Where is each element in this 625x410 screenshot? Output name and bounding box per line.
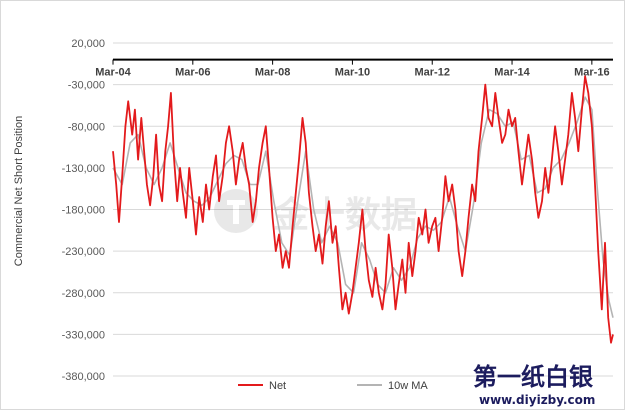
legend-ma-label: 10w MA	[388, 380, 428, 392]
corner-watermark: 第一纸白银 www.diyizby.com	[473, 363, 595, 407]
x-axis: Mar-04 Mar-06 Mar-08 Mar-10 Mar-12 Mar-14 Mar-…	[95, 58, 613, 79]
x-tick-label: Mar-12	[414, 67, 449, 79]
watermark-logo-bar	[227, 200, 245, 205]
series-net-line	[112, 75, 614, 344]
watermark-logo-stem	[233, 200, 239, 224]
x-tick-label: Mar-06	[175, 67, 210, 79]
y-tick-label: -330,000	[62, 329, 105, 341]
y-axis-ticks: 20,000 -30,000 -80,000 -130,000 -180,000 -230…	[62, 38, 105, 383]
y-tick-label: -280,000	[62, 288, 105, 300]
x-tick-label: Mar-08	[255, 67, 290, 79]
y-tick-label: -30,000	[68, 80, 105, 92]
legend: Net 10w MA	[238, 380, 428, 392]
y-tick-label: 20,000	[71, 38, 105, 50]
x-tick-label: Mar-16	[574, 67, 609, 79]
y-tick-label: -380,000	[62, 371, 105, 383]
y-axis-label: Commercial Net Short Position	[13, 116, 25, 266]
corner-watermark-url: www.diyizby.com	[479, 393, 595, 407]
x-tick-label: Mar-04	[95, 67, 131, 79]
y-tick-label: -180,000	[62, 205, 105, 217]
x-tick-label: Mar-10	[335, 67, 370, 79]
y-tick-label: -130,000	[62, 163, 105, 175]
legend-net-label: Net	[269, 380, 286, 392]
y-tick-label: -80,000	[68, 121, 105, 133]
series-lines	[112, 75, 614, 344]
corner-watermark-title: 第一纸白银	[473, 363, 594, 391]
center-watermark: 金十数据	[214, 189, 417, 236]
y-tick-label: -230,000	[62, 246, 105, 258]
x-tick-label: Mar-14	[494, 67, 530, 79]
watermark-logo-icon	[214, 189, 258, 233]
